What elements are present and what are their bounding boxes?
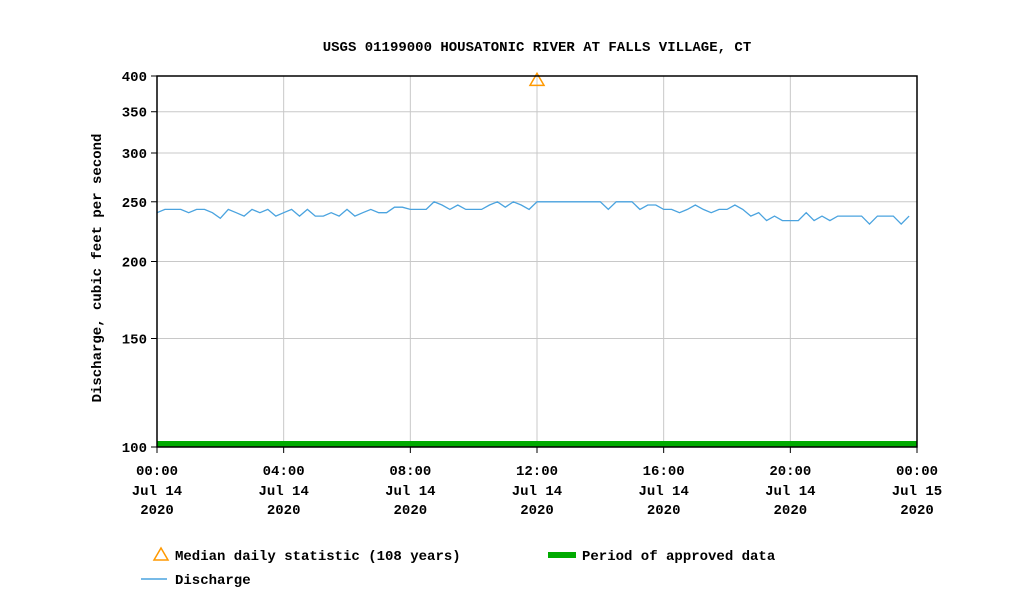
x-tick-year: 2020: [267, 503, 301, 519]
x-tick-year: 2020: [900, 503, 934, 519]
x-tick-time: 08:00: [389, 464, 431, 480]
x-tick-date: Jul 15: [892, 484, 942, 500]
x-tick-time: 00:00: [896, 464, 938, 480]
x-tick-year: 2020: [774, 503, 808, 519]
x-tick-time: 00:00: [136, 464, 178, 480]
median-marker: [528, 71, 546, 87]
x-tick-year: 2020: [140, 503, 174, 519]
x-tick-year: 2020: [394, 503, 428, 519]
y-tick-label: 100: [122, 441, 147, 457]
legend: Median daily statistic (108 years) Perio…: [141, 546, 776, 589]
x-tick-year: 2020: [647, 503, 681, 519]
y-tick-label: 200: [122, 256, 147, 272]
x-tick-time: 12:00: [516, 464, 558, 480]
x-tick-time: 16:00: [643, 464, 685, 480]
x-tick-date: Jul 14: [512, 484, 562, 500]
x-tick-date: Jul 14: [258, 484, 308, 500]
y-tick-label: 250: [122, 196, 147, 212]
plot-border: [156, 75, 918, 448]
y-tick-label: 400: [122, 70, 147, 86]
x-tick-time: 20:00: [769, 464, 811, 480]
x-tick-date: Jul 14: [132, 484, 182, 500]
x-tick-date: Jul 14: [385, 484, 435, 500]
legend-median-label: Median daily statistic (108 years): [175, 549, 461, 565]
y-tick-label: 300: [122, 147, 147, 163]
x-tick-date: Jul 14: [765, 484, 815, 500]
approved-data-bar: [157, 441, 917, 447]
y-tick-label: 350: [122, 106, 147, 122]
legend-approved-label: Period of approved data: [582, 549, 776, 565]
y-tick-label: 150: [122, 332, 147, 348]
y-axis-label: Discharge, cubic feet per second: [90, 134, 106, 403]
legend-discharge-label: Discharge: [175, 573, 251, 589]
chart-title: USGS 01199000 HOUSATONIC RIVER AT FALLS …: [323, 40, 751, 56]
x-tick-year: 2020: [520, 503, 554, 519]
x-tick-time: 04:00: [263, 464, 305, 480]
legend-approved-swatch: [548, 552, 576, 558]
legend-median-triangle-icon: [152, 546, 170, 561]
discharge-line: [156, 201, 910, 226]
x-tick-date: Jul 14: [638, 484, 688, 500]
